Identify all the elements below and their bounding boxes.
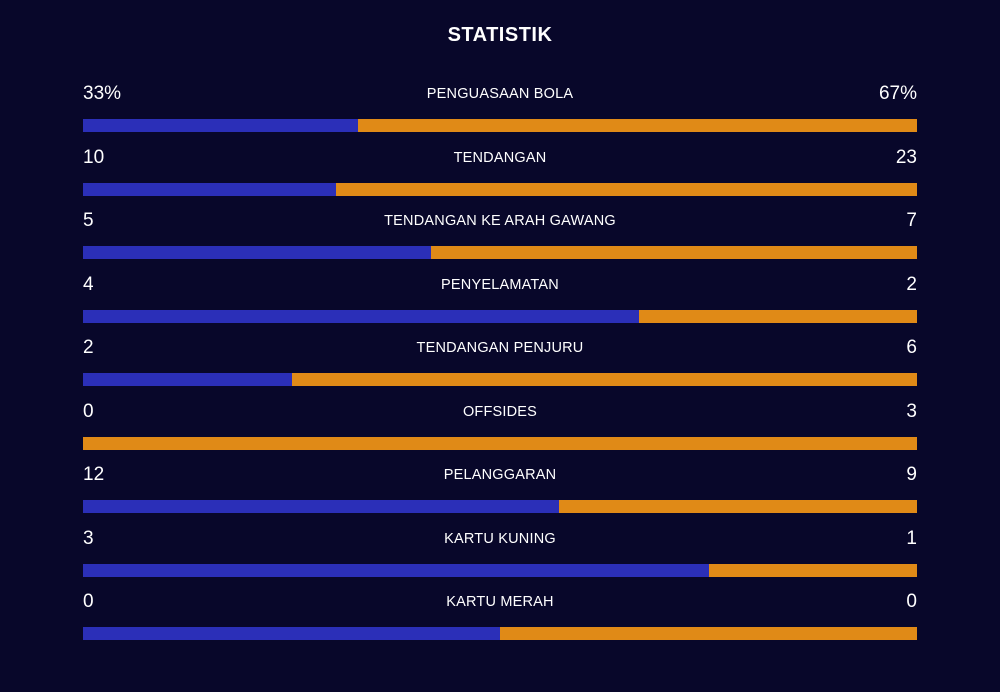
away-value: 6 (906, 337, 917, 358)
stats-list: 33% PENGUASAAN BOLA 67% 10 TENDANGAN 23 … (83, 80, 917, 652)
comparison-bar (83, 627, 917, 640)
home-bar-fill (83, 182, 336, 196)
comparison-bar (83, 436, 917, 450)
stat-label: PELANGGARAN (443, 467, 557, 483)
home-value: 0 (83, 400, 94, 422)
stat-label: OFFSIDES (462, 403, 538, 420)
stat-label: TENDANGAN PENJURU (416, 340, 584, 356)
comparison-bar (83, 246, 917, 259)
away-bar-fill (430, 246, 917, 259)
away-value: 3 (906, 400, 917, 422)
stat-row-red-cards: 0 KARTU MERAH 0 (83, 588, 917, 652)
stat-label: KARTU KUNING (444, 530, 556, 547)
home-bar-fill (83, 246, 431, 259)
stat-label: TENDANGAN KE ARAH GAWANG (384, 213, 616, 229)
home-value: 10 (83, 146, 105, 168)
home-bar-fill (83, 373, 292, 386)
home-value: 3 (83, 527, 94, 549)
away-value: 67% (878, 83, 917, 104)
stat-row-shots-on-target: 5 TENDANGAN KE ARAH GAWANG 7 (83, 207, 917, 271)
stat-row-corners: 2 TENDANGAN PENJURU 6 (83, 334, 917, 398)
home-value: 2 (83, 337, 94, 358)
stat-label: PENYELAMATAN (441, 276, 559, 293)
away-value: 2 (906, 273, 917, 295)
comparison-bar (83, 373, 917, 386)
stat-label: PENGUASAAN BOLA (426, 86, 574, 102)
stat-row-possession: 33% PENGUASAAN BOLA 67% (83, 80, 917, 144)
away-bar-fill (708, 563, 917, 577)
stat-row-fouls: 12 PELANGGARAN 9 (83, 461, 917, 525)
away-value: 7 (906, 210, 917, 231)
away-value: 1 (906, 527, 917, 549)
away-bar-fill (639, 309, 917, 323)
stat-label: KARTU MERAH (446, 594, 554, 610)
away-value: 23 (895, 146, 917, 168)
stat-row-saves: 4 PENYELAMATAN 2 (83, 271, 917, 335)
comparison-bar (83, 563, 917, 577)
home-bar-fill (83, 309, 640, 323)
stat-row-shots: 10 TENDANGAN 23 (83, 144, 917, 208)
away-bar-fill (291, 373, 917, 386)
away-bar-fill (500, 627, 917, 640)
comparison-bar (83, 182, 917, 196)
comparison-bar (83, 500, 917, 513)
comparison-bar (83, 309, 917, 323)
stat-row-offsides: 0 OFFSIDES 3 (83, 398, 917, 462)
home-value: 33% (83, 83, 122, 104)
home-value: 4 (83, 273, 94, 295)
away-bar-fill (559, 500, 917, 513)
stat-label: TENDANGAN (453, 149, 547, 166)
home-bar-fill (83, 119, 359, 132)
away-value: 0 (906, 591, 917, 612)
home-value: 12 (83, 464, 105, 485)
stats-title: STATISTIK (447, 24, 553, 46)
away-bar-fill (83, 436, 917, 450)
away-value: 9 (906, 464, 917, 485)
home-bar-fill (83, 500, 560, 513)
home-bar-fill (83, 563, 709, 577)
stat-row-yellow-cards: 3 KARTU KUNING 1 (83, 525, 917, 589)
home-bar-fill (83, 627, 500, 640)
away-bar-fill (358, 119, 917, 132)
home-value: 0 (83, 591, 94, 612)
away-bar-fill (335, 182, 917, 196)
comparison-bar (83, 119, 917, 132)
home-value: 5 (83, 210, 94, 231)
